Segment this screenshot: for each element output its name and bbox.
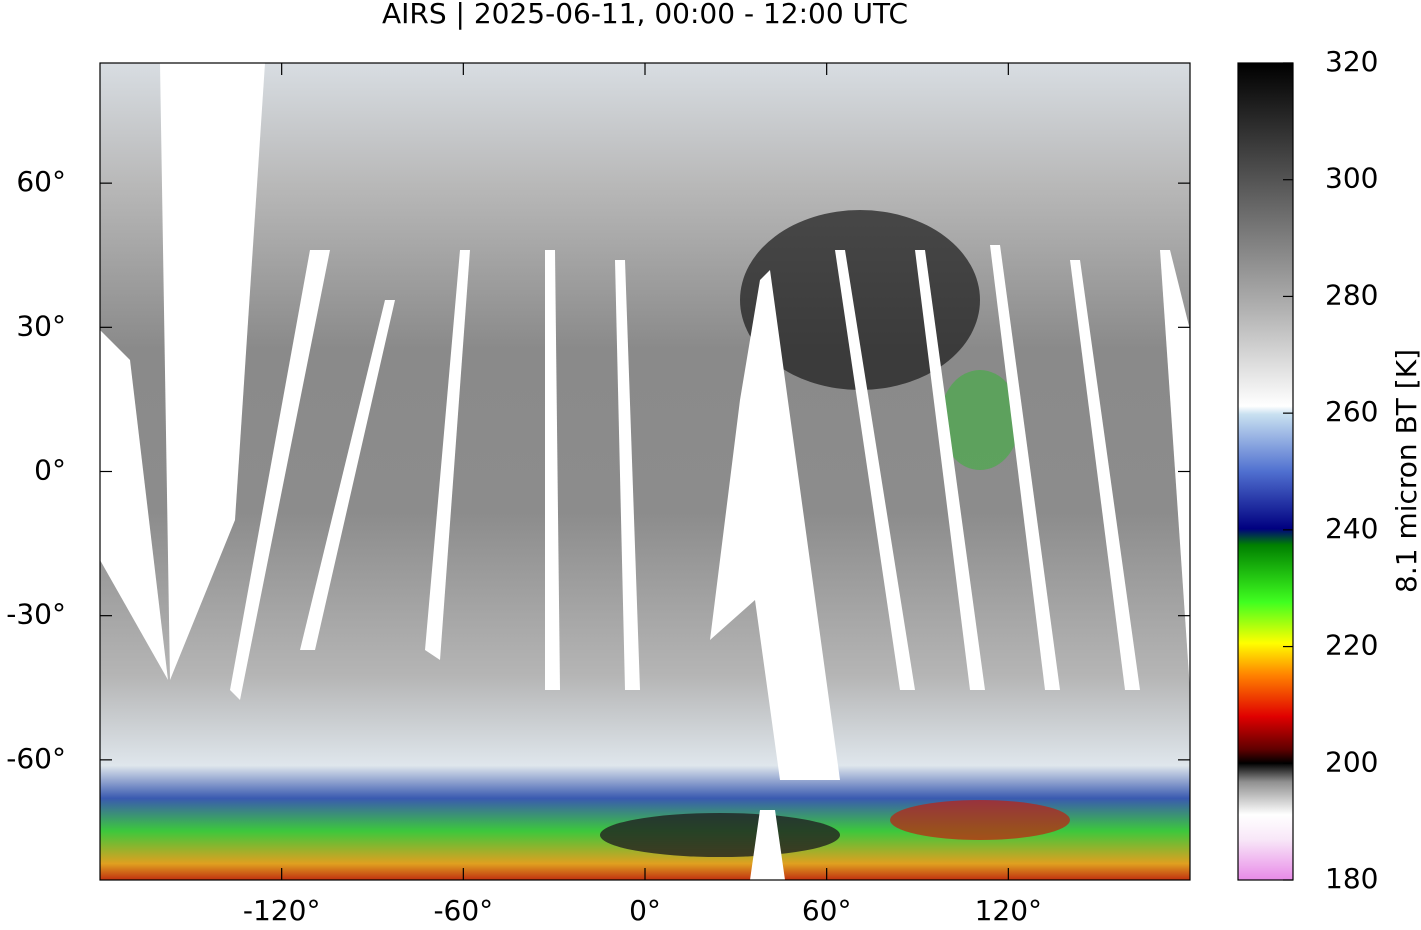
x-tick-label: -60° (433, 894, 493, 927)
colorbar-tick-label: 300 (1325, 162, 1378, 195)
colorbar-tick-label: 240 (1325, 512, 1378, 545)
y-tick-label: 0° (34, 454, 66, 487)
y-tick-label: -60° (6, 742, 66, 775)
x-tick-label: -120° (243, 894, 321, 927)
y-tick-label: -30° (6, 598, 66, 631)
colorbar-tick-label: 280 (1325, 278, 1378, 311)
colorbar-tick-label: 320 (1325, 45, 1378, 78)
colorbar-label: 8.1 micron BT [K] (1390, 349, 1421, 593)
colorbar-tick-label: 260 (1325, 395, 1378, 428)
colorbar-tick-label: 200 (1325, 745, 1378, 778)
colorbar (1237, 62, 1294, 881)
x-tick-label: 120° (975, 894, 1042, 927)
y-tick-label: 30° (16, 309, 66, 342)
satellite-image (100, 63, 1190, 880)
x-tick-label: 0° (629, 894, 661, 927)
y-tick-label: 60° (16, 165, 66, 198)
colorbar-tick-label: 180 (1325, 862, 1378, 895)
title: AIRS | 2025-06-11, 00:00 - 12:00 UTC (382, 0, 908, 30)
colorbar-tick-label: 220 (1325, 629, 1378, 662)
x-tick-label: 60° (802, 894, 852, 927)
